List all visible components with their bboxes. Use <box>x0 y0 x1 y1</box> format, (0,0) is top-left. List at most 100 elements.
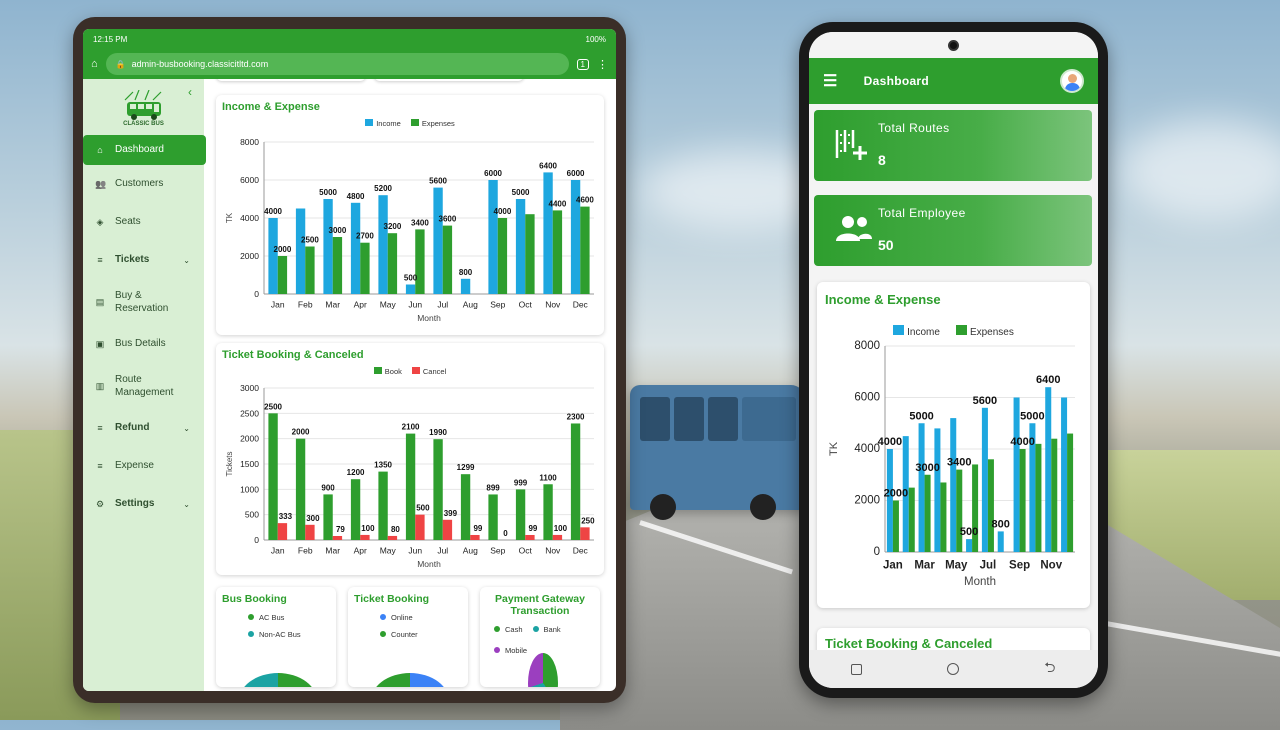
tab-count-button[interactable]: 1 <box>576 58 589 70</box>
status-time: 12:15 PM <box>93 34 128 44</box>
income-expense-legend: Income Expenses <box>222 119 598 128</box>
collapse-sidebar-icon[interactable]: ‹ <box>188 85 192 99</box>
data-label: 3400 <box>411 218 429 227</box>
home-icon[interactable]: ⌂ <box>91 58 98 70</box>
bar-book-apr <box>350 479 361 540</box>
y-tick-label: 1500 <box>240 459 259 469</box>
data-label: 333 <box>279 512 293 521</box>
x-tick-label: Mar <box>325 300 340 310</box>
sidebar-item-seats[interactable]: ◈ Seats <box>83 203 204 241</box>
bar-expenses-jan <box>277 256 288 294</box>
bar-expenses-may <box>956 469 963 552</box>
sidebar-item-refund[interactable]: ≡ Refund ⌄ <box>83 409 204 447</box>
sidebar-item-buy[interactable]: ▤ Buy & Reservation <box>83 279 204 325</box>
more-menu-icon[interactable]: ⋮ <box>597 58 608 71</box>
logo-text: CLASSIC BUS <box>123 121 164 127</box>
bar-cancel-apr <box>360 534 370 540</box>
legend-cancel[interactable]: Cancel <box>411 367 446 376</box>
legend-expenses[interactable]: Expenses <box>955 325 1014 338</box>
phone-income-expense-legend: Income Expenses <box>825 325 1082 338</box>
back-icon[interactable]: ⮌ <box>1044 659 1056 675</box>
data-label: 5600 <box>973 395 997 407</box>
sidebar-item-expense[interactable]: ≡ Expense <box>83 447 204 485</box>
data-label: 4800 <box>347 192 365 201</box>
y-tick-label: 8000 <box>854 340 880 352</box>
sidebar-item-settings[interactable]: ⚙ Settings ⌄ <box>83 485 204 523</box>
income-expense-title: Income & Expense <box>222 101 320 113</box>
bar-income-sep <box>1013 397 1020 552</box>
legend-income[interactable]: Income <box>365 119 401 128</box>
x-tick-label: Oct <box>519 300 533 310</box>
ticket-booking-legend: Book Cancel <box>222 367 598 376</box>
sidebar-item-label: Settings <box>115 498 155 510</box>
bar-expenses-apr <box>360 242 370 294</box>
gear-icon: ⚙ <box>95 498 105 509</box>
tablet-screen: 12:15 PM 100% ⌂ 🔒 admin-busbooking.class… <box>83 29 616 691</box>
data-label: 2000 <box>884 488 908 500</box>
x-tick-label: Jun <box>408 300 422 310</box>
x-tick-label: May <box>945 560 968 572</box>
data-label: 800 <box>992 518 1010 530</box>
sidebar-item-route[interactable]: ▥ Route Management <box>83 363 204 409</box>
data-label: 99 <box>528 524 537 533</box>
pie-legend-item[interactable]: Online <box>380 613 462 622</box>
bar-income-jun <box>405 284 416 294</box>
bar-expenses-feb <box>908 487 915 552</box>
bar-expenses-jun <box>415 229 425 294</box>
bar-expenses-sep <box>497 218 508 294</box>
data-label: 100 <box>361 524 375 533</box>
pie-legend-item[interactable]: Bank <box>532 625 561 634</box>
legend-income[interactable]: Income <box>893 325 940 338</box>
data-label: 0 <box>503 529 508 538</box>
stat-value: 8 <box>878 152 886 168</box>
home-button-icon[interactable] <box>947 663 960 675</box>
summary-card-title: Bus Booking <box>222 593 287 605</box>
hamburger-menu-icon[interactable]: ☰ <box>823 73 838 90</box>
sidebar-item-customers[interactable]: 👥 Customers <box>83 165 204 203</box>
phone-status-bar <box>809 32 1098 58</box>
bar-income-dec <box>570 180 581 294</box>
x-tick-label: Apr <box>354 546 367 556</box>
data-label: 3600 <box>439 215 457 224</box>
bar-legend-icon <box>893 325 905 335</box>
x-tick-label: Nov <box>545 546 561 556</box>
pie-legend-item[interactable]: Cash <box>494 625 523 634</box>
address-text: admin-busbooking.classicitltd.com <box>131 59 269 69</box>
list-icon: ≡ <box>97 423 103 433</box>
x-tick-label: Mar <box>325 546 340 556</box>
pie-legend-item[interactable]: Non-AC Bus <box>248 630 330 639</box>
ticket-booking-title: Ticket Booking & Canceled <box>222 349 364 361</box>
address-bar[interactable]: 🔒 admin-busbooking.classicitltd.com <box>105 53 569 75</box>
recent-apps-icon[interactable] <box>851 663 863 675</box>
bar-income-nov <box>1045 387 1052 552</box>
legend-book[interactable]: Book <box>373 367 402 376</box>
bar-cancel-mar <box>332 535 343 540</box>
sidebar-item-tickets[interactable]: ≡ Tickets ⌄ <box>83 241 204 279</box>
sidebar-item-dashboard[interactable]: ⌂ Dashboard <box>83 135 206 165</box>
bar-book-jun <box>405 433 416 540</box>
legend-expenses[interactable]: Expenses <box>410 119 455 128</box>
x-tick-label: Sep <box>490 546 505 556</box>
bar-income-nov <box>543 172 553 294</box>
chevron-down-icon: ⌄ <box>183 499 190 509</box>
x-tick-label: Jul <box>980 560 997 572</box>
y-tick-label: 6000 <box>240 175 259 185</box>
list-icon: ≡ <box>97 461 103 471</box>
pie-chart <box>238 673 318 687</box>
summary-card-title: Payment Gateway Transaction <box>495 593 585 617</box>
pie-legend-item[interactable]: Mobile <box>494 646 527 655</box>
bar-book-feb <box>295 438 306 540</box>
map-icon: ▥ <box>95 380 105 391</box>
pie-legend-item[interactable]: AC Bus <box>248 613 330 622</box>
sidebar-item-bus[interactable]: ▣ Bus Details <box>83 325 204 363</box>
stat-card-total-employee[interactable]: Total Employee 50 <box>814 195 1092 266</box>
pie-legend-item[interactable]: Counter <box>380 630 462 639</box>
bar-book-nov <box>543 484 553 540</box>
ticket-booking-card: Ticket Booking & Canceled Book Cancel 0 5… <box>216 343 604 575</box>
bar-income-feb <box>902 436 909 552</box>
avatar[interactable] <box>1060 69 1084 93</box>
bar-book-jan <box>268 413 278 540</box>
data-label: 899 <box>486 483 500 492</box>
sidebar-item-label: Route Management <box>115 373 174 399</box>
stat-card-total-routes[interactable]: Total Routes 8 <box>814 110 1092 181</box>
